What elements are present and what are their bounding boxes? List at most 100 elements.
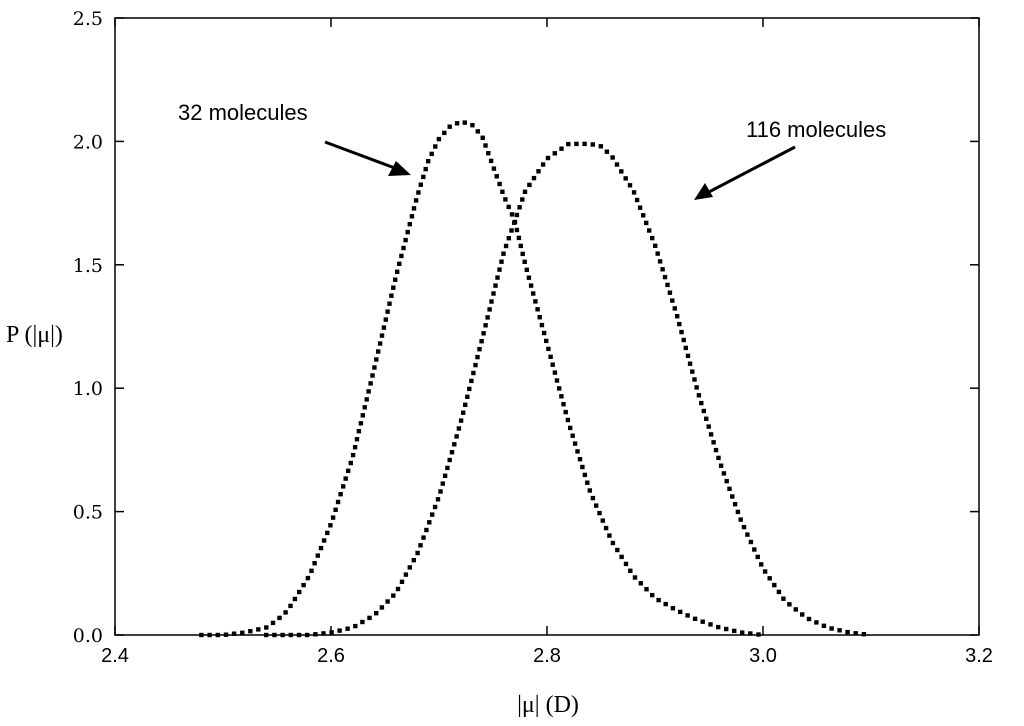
data-point	[732, 628, 737, 634]
y-tick-label: 2.5	[73, 8, 103, 30]
data-point	[503, 197, 508, 202]
data-point	[675, 314, 680, 319]
data-point	[381, 325, 387, 330]
data-point	[716, 455, 721, 461]
data-point	[374, 357, 379, 362]
data-point	[470, 123, 475, 128]
data-point	[409, 214, 415, 219]
data-point	[397, 261, 402, 266]
data-point	[487, 307, 492, 312]
data-point	[328, 523, 333, 528]
data-point	[762, 569, 768, 574]
data-point	[503, 243, 509, 249]
data-point	[489, 299, 494, 304]
data-point	[370, 373, 375, 378]
data-point	[546, 346, 551, 352]
data-point	[288, 603, 293, 609]
data-point	[411, 206, 417, 211]
data-point	[837, 628, 842, 633]
data-point	[594, 503, 599, 508]
data-point	[704, 416, 709, 421]
series-layer	[199, 120, 867, 638]
data-point	[297, 589, 302, 595]
data-point	[335, 499, 341, 505]
data-point	[527, 182, 532, 188]
data-point	[552, 151, 557, 156]
data-point	[485, 315, 490, 320]
data-point	[577, 457, 583, 462]
data-point	[663, 601, 668, 607]
data-point	[587, 488, 592, 493]
data-point	[604, 149, 610, 154]
data-point	[735, 509, 741, 515]
data-point	[708, 622, 713, 627]
data-point	[653, 243, 658, 248]
data-point	[315, 553, 320, 558]
data-point	[435, 497, 441, 502]
data-point	[670, 606, 676, 611]
data-point	[364, 397, 369, 402]
data-point	[325, 530, 330, 536]
data-point	[677, 321, 682, 327]
data-point	[582, 141, 587, 147]
data-point	[497, 267, 502, 272]
data-point	[374, 611, 379, 616]
data-point	[679, 329, 684, 335]
data-point	[692, 377, 697, 382]
arrowhead-116-molecules	[694, 183, 713, 200]
data-point	[752, 547, 757, 552]
data-point	[312, 561, 317, 566]
data-point	[637, 205, 643, 210]
data-point	[447, 124, 452, 129]
data-point	[483, 143, 488, 148]
data-point	[518, 243, 523, 249]
data-point	[509, 228, 514, 233]
data-point	[565, 417, 571, 423]
data-point	[650, 235, 655, 241]
data-point	[362, 405, 367, 410]
data-point	[494, 174, 499, 179]
data-point	[352, 445, 358, 450]
data-point	[240, 630, 245, 635]
data-point	[853, 631, 858, 636]
data-point	[421, 174, 426, 180]
data-point	[548, 354, 553, 359]
data-point	[436, 136, 442, 142]
data-point	[413, 198, 419, 203]
data-point	[403, 572, 409, 577]
x-tick-label: 3.2	[965, 645, 993, 667]
data-point	[477, 347, 482, 352]
data-point	[264, 625, 269, 630]
data-point	[338, 492, 343, 497]
data-point	[662, 274, 668, 280]
data-point	[619, 554, 624, 560]
data-point	[389, 293, 394, 298]
x-axis-title: |μ| (D)	[517, 692, 579, 718]
data-point	[288, 632, 293, 638]
data-point	[619, 169, 624, 174]
data-point	[424, 527, 429, 533]
tick-labels: 2.4 2.6 2.8 3.0 3.2 0.0 0.5 1.0 1.5 2.0 2.5	[73, 8, 993, 667]
data-point	[787, 602, 792, 607]
data-point	[566, 141, 571, 147]
annotation-116-molecules: 116 molecules	[746, 117, 886, 142]
data-point	[672, 306, 677, 311]
data-point	[469, 378, 474, 384]
data-point	[561, 402, 566, 407]
data-point	[354, 437, 360, 442]
data-point	[462, 120, 467, 125]
data-point	[358, 421, 364, 426]
data-point	[379, 333, 385, 338]
data-point	[501, 251, 506, 256]
data-point	[597, 510, 602, 516]
data-point	[399, 579, 405, 584]
annotation-32-molecules: 32 molecules	[178, 100, 308, 125]
data-point	[395, 586, 401, 592]
data-point	[500, 189, 505, 194]
data-point	[692, 616, 698, 621]
x-tick-label: 2.8	[533, 645, 561, 667]
data-point	[491, 166, 497, 171]
data-point	[670, 298, 675, 303]
data-point	[407, 222, 412, 227]
data-point	[463, 402, 468, 407]
